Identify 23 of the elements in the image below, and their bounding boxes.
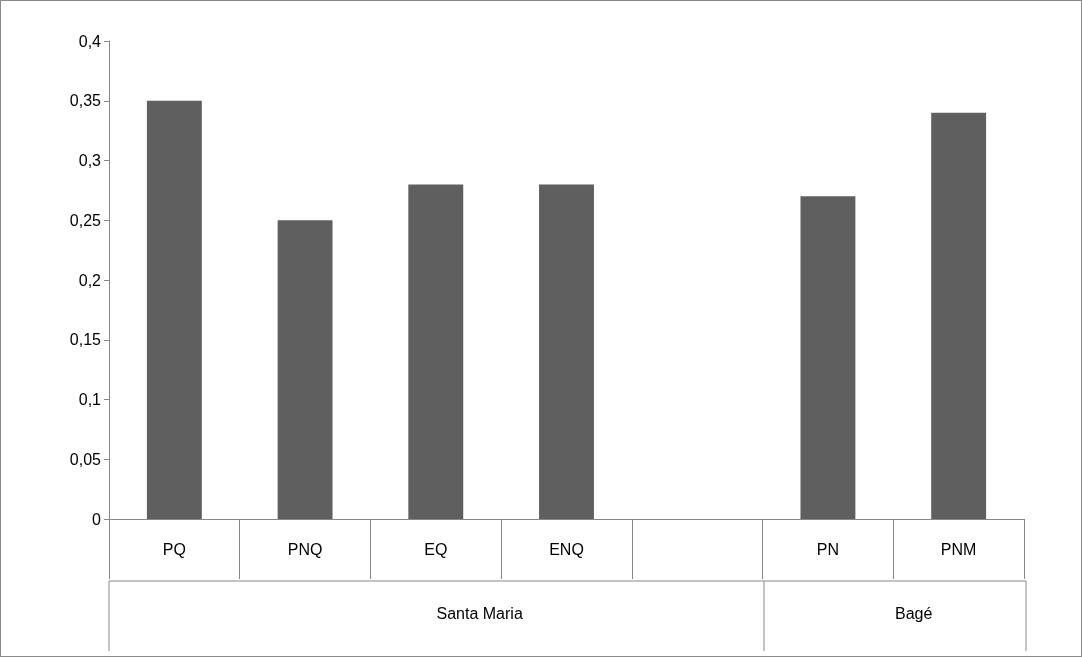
y-tick-label: 0,4 bbox=[78, 32, 102, 50]
y-tick-label: 0,35 bbox=[69, 92, 102, 110]
text: Santa Maria bbox=[436, 604, 523, 622]
x-tick-label: PN bbox=[816, 540, 840, 558]
x-tick-label: PNQ bbox=[287, 540, 323, 558]
x-tick-label: EQ bbox=[424, 540, 448, 558]
x-tick-label: PNM bbox=[940, 540, 977, 558]
x-tick-label: PQ bbox=[162, 540, 186, 558]
bar bbox=[931, 112, 987, 519]
bar bbox=[408, 184, 464, 519]
y-tick-label: 0,05 bbox=[69, 450, 102, 468]
bar bbox=[277, 220, 333, 519]
y-tick-label: 0,25 bbox=[69, 211, 102, 229]
bar bbox=[800, 196, 856, 519]
y-tick-label: 0,3 bbox=[78, 152, 102, 169]
text: Bagé bbox=[895, 604, 933, 622]
y-tick-label: 0 bbox=[92, 510, 102, 528]
x-tick-label: ENQ bbox=[549, 540, 584, 558]
bar bbox=[539, 184, 594, 519]
y-tick-label: 0,1 bbox=[78, 391, 102, 408]
bar bbox=[146, 100, 202, 519]
y-tick-label: 0,2 bbox=[78, 271, 102, 289]
y-tick-label: 0,15 bbox=[69, 331, 102, 349]
